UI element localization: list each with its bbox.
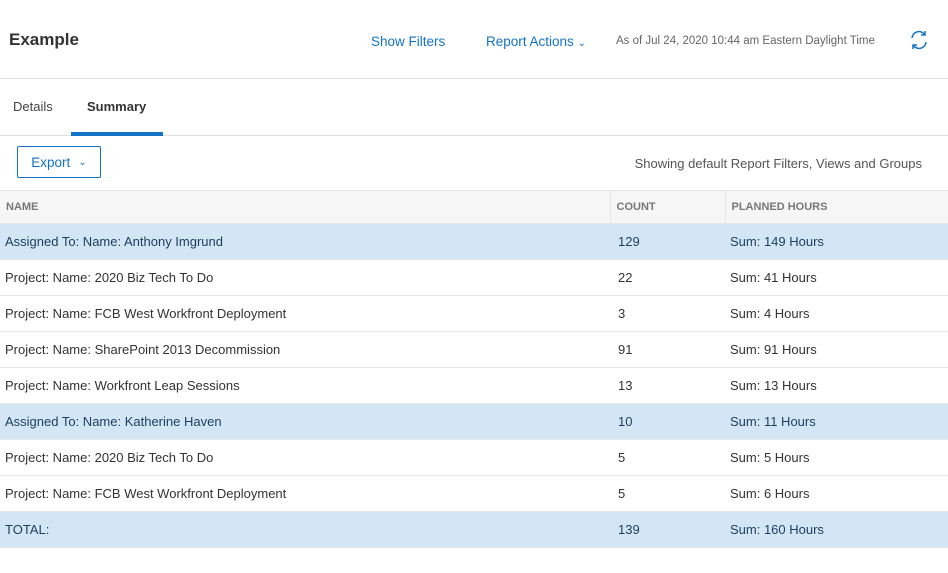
table-row[interactable]: Project: Name: 2020 Biz Tech To Do 5 Sum: …: [0, 439, 948, 476]
active-tab-indicator: [71, 132, 163, 136]
cell-planned-hours: Sum: 5 Hours: [725, 439, 948, 476]
cell-name: TOTAL:: [0, 511, 610, 548]
cell-planned-hours: Sum: 91 Hours: [725, 331, 948, 368]
cell-count: 5: [610, 475, 725, 512]
table-row[interactable]: Project: Name: SharePoint 2013 Decommiss…: [0, 331, 948, 368]
table-row[interactable]: Assigned To: Name: Anthony Imgrund 129 Sum…: [0, 223, 948, 260]
cell-count: 91: [610, 331, 725, 368]
cell-name: Project: Name: 2020 Biz Tech To Do: [0, 259, 610, 296]
cell-name: Assigned To: Name: Anthony Imgrund: [0, 223, 610, 260]
chevron-down-icon: ⌄: [577, 38, 586, 49]
as-of-timestamp: As of Jul 24, 2020 10:44 am Eastern Dayl…: [616, 35, 875, 47]
cell-count: 13: [610, 367, 725, 404]
report-header: Example Show Filters Report Actions ⌄ As…: [0, 0, 948, 79]
cell-name: Project: Name: Workfront Leap Sessions: [0, 367, 610, 404]
cell-name: Assigned To: Name: Katherine Haven: [0, 403, 610, 440]
report-actions-menu[interactable]: Report Actions ⌄: [486, 34, 586, 49]
cell-name: Project: Name: FCB West Workfront Deploy…: [0, 295, 610, 332]
cell-planned-hours: Sum: 41 Hours: [725, 259, 948, 296]
cell-planned-hours: Sum: 4 Hours: [725, 295, 948, 332]
cell-name: Project: Name: SharePoint 2013 Decommiss…: [0, 331, 610, 368]
chevron-down-icon: ⌄: [78, 156, 87, 168]
column-header-name[interactable]: NAME: [0, 190, 610, 224]
cell-count: 10: [610, 403, 725, 440]
column-header-planned-hours[interactable]: PLANNED HOURS: [724, 190, 948, 224]
cell-planned-hours: Sum: 6 Hours: [725, 475, 948, 512]
cell-planned-hours: Sum: 13 Hours: [725, 367, 948, 404]
table-row[interactable]: Project: Name: FCB West Workfront Deploy…: [0, 295, 948, 332]
cell-count: 139: [610, 511, 725, 548]
show-filters-link[interactable]: Show Filters: [371, 34, 446, 49]
cell-count: 3: [610, 295, 725, 332]
filter-info: Showing default Report Filters, Views an…: [634, 156, 922, 171]
summary-table: NAME COUNT PLANNED HOURS Assigned To: Na…: [0, 190, 948, 548]
table-row[interactable]: Project: Name: FCB West Workfront Deploy…: [0, 475, 948, 512]
cell-planned-hours: Sum: 160 Hours: [725, 511, 948, 548]
page-title: Example: [9, 30, 79, 49]
export-button[interactable]: Export ⌄: [17, 146, 101, 178]
cell-count: 129: [610, 223, 725, 260]
refresh-icon[interactable]: [908, 29, 930, 51]
tab-summary[interactable]: Summary: [87, 99, 147, 114]
cell-name: Project: Name: FCB West Workfront Deploy…: [0, 475, 610, 512]
column-header-count[interactable]: COUNT: [609, 190, 725, 224]
tab-details[interactable]: Details: [13, 99, 53, 114]
table-row[interactable]: Project: Name: 2020 Biz Tech To Do 22 Sum:…: [0, 259, 948, 296]
tab-bar: Details Summary: [0, 79, 948, 136]
export-label: Export: [31, 154, 71, 170]
cell-name: Project: Name: 2020 Biz Tech To Do: [0, 439, 610, 476]
table-row[interactable]: Project: Name: Workfront Leap Sessions 13…: [0, 367, 948, 404]
report-actions-label: Report Actions: [486, 34, 574, 49]
table-row[interactable]: TOTAL: 139 Sum: 160 Hours: [0, 511, 948, 548]
table-row[interactable]: Assigned To: Name: Katherine Haven 10 Sum:…: [0, 403, 948, 440]
cell-count: 5: [610, 439, 725, 476]
cell-planned-hours: Sum: 11 Hours: [725, 403, 948, 440]
cell-planned-hours: Sum: 149 Hours: [725, 223, 948, 260]
cell-count: 22: [610, 259, 725, 296]
